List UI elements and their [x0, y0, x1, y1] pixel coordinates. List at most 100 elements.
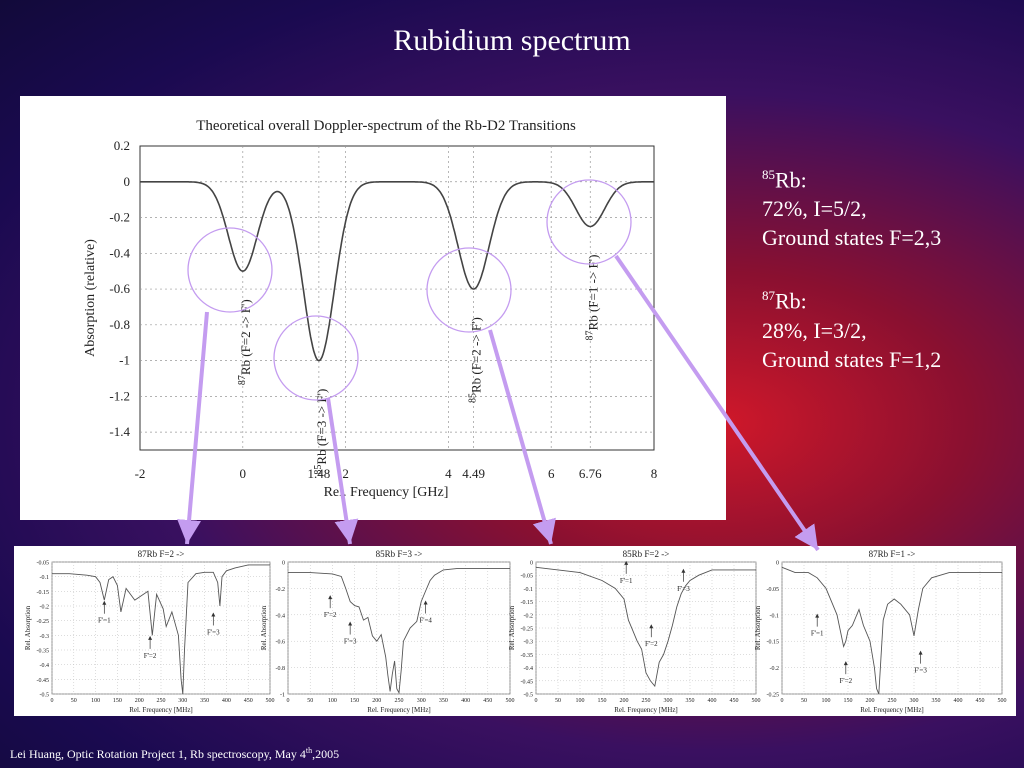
- mini-x-tick-label: 200: [135, 698, 144, 704]
- connector-arrow: [488, 329, 556, 545]
- transition-isotope: 87: [237, 375, 248, 385]
- mini-x-axis-label: Rel. Frequency [MHz]: [367, 706, 431, 714]
- connector-arrow: [326, 397, 359, 545]
- mini-y-tick-label: -0.25: [767, 693, 780, 699]
- y-tick-label: -1.4: [109, 424, 130, 439]
- hyperfine-charts-strip: 87Rb F=2 -> -0.05 -0.1 -0.15 -0.2 -0.25 -0.3 -0…: [14, 546, 1016, 716]
- mini-x-tick-label: 50: [307, 698, 313, 704]
- rb87-abundance: 28%, I=3/2,: [762, 317, 867, 343]
- mini-y-tick-label: -0.35: [521, 653, 534, 659]
- x-axis-label: Rel. Frequency [GHz]: [324, 485, 449, 500]
- transition-isotope: 87: [584, 330, 595, 340]
- transition-name: Rb (F=2 -> F'): [238, 299, 253, 375]
- mini-x-tick-label: 200: [866, 698, 875, 704]
- mini-spectrum-line: [288, 568, 510, 695]
- annotation-arrowhead: [843, 661, 848, 666]
- annotation-label: F'=2: [839, 677, 852, 685]
- mini-y-tick-label: -0.5: [524, 693, 534, 699]
- mini-y-tick-label: -0.15: [37, 590, 50, 596]
- mini-x-tick-label: 300: [664, 698, 673, 704]
- x-tick-label: -2: [135, 466, 146, 481]
- rb85-abundance: 72%, I=5/2,: [762, 196, 867, 222]
- mini-x-tick-label: 50: [555, 698, 561, 704]
- highlight-circle: [426, 247, 512, 333]
- rb87-label: Rb:: [775, 288, 807, 314]
- mini-spectrum-line: [535, 566, 756, 688]
- mini-chart-title: 85Rb F=3 ->: [376, 549, 423, 559]
- annotation-arrowhead: [649, 624, 654, 629]
- mini-y-tick-label: -0.6: [276, 640, 286, 646]
- mini-x-tick-label: 50: [71, 698, 77, 704]
- annotation-arrowhead: [681, 568, 686, 573]
- mini-x-tick-label: 100: [576, 698, 585, 704]
- transition-label: 87Rb (F=2 -> F'): [237, 299, 253, 385]
- annotation-arrowhead: [624, 560, 629, 565]
- mini-x-tick-label: 350: [686, 698, 695, 704]
- main-chart-panel: Theoretical overall Doppler-spectrum of …: [20, 96, 726, 520]
- mini-x-tick-label: 50: [801, 698, 807, 704]
- transition-label: 87Rb (F=1 -> F'): [584, 255, 600, 341]
- y-tick-label: 0: [124, 174, 131, 189]
- annotation-label: F'=1: [811, 630, 824, 638]
- rb85-heading: 85Rb:: [762, 160, 941, 194]
- mini-y-tick-label: -0.15: [767, 640, 780, 646]
- transition-isotope: 85: [313, 465, 324, 475]
- connector-arrow: [614, 254, 820, 552]
- rb87-mass: 87: [762, 288, 775, 304]
- mini-x-tick-label: 150: [598, 698, 607, 704]
- mini-x-tick-label: 450: [730, 698, 739, 704]
- x-tick-label: 0: [240, 466, 247, 481]
- x-tick-label: 4: [445, 466, 452, 481]
- x-tick-label: 8: [651, 466, 658, 481]
- mini-x-tick-label: 400: [461, 698, 470, 704]
- mini-x-tick-label: 300: [178, 698, 187, 704]
- mini-x-tick-label: 450: [244, 698, 253, 704]
- transition-name: Rb (F=3 -> F'): [314, 389, 329, 465]
- mini-y-tick-label: 0: [776, 561, 779, 567]
- mini-chart-title: 85Rb F=2 ->: [623, 549, 670, 559]
- mini-y-tick-label: -0.1: [770, 613, 780, 619]
- y-tick-label: 0.2: [114, 138, 130, 153]
- mini-y-axis-label: Rel. Absorption: [260, 605, 268, 650]
- mini-spectrum-line: [781, 566, 1002, 695]
- mini-x-tick-label: 500: [998, 698, 1007, 704]
- footer: Lei Huang, Optic Rotation Project 1, Rb …: [10, 746, 339, 762]
- mini-y-tick-label: -0.4: [276, 613, 286, 619]
- mini-x-tick-label: 350: [200, 698, 209, 704]
- mini-x-tick-label: 250: [642, 698, 651, 704]
- rb85-label: Rb:: [775, 167, 807, 193]
- mini-y-axis-label: Rel. Absorption: [754, 605, 762, 650]
- mini-x-tick-label: 150: [113, 698, 122, 704]
- mini-y-axis-label: Rel. Absorption: [508, 605, 516, 650]
- mini-x-tick-label: 0: [51, 698, 54, 704]
- transition-label: 85Rb (F=3 -> F'): [313, 389, 329, 475]
- mini-x-tick-label: 400: [222, 698, 231, 704]
- mini-y-axis-label: Rel. Absorption: [24, 605, 32, 650]
- mini-y-tick-label: -0.35: [37, 649, 50, 655]
- transition-isotope: 85: [468, 393, 479, 403]
- highlight-circle: [273, 315, 359, 401]
- highlight-circle: [187, 227, 273, 313]
- mini-y-tick-label: -0.4: [524, 666, 534, 672]
- annotation-label: F'=3: [677, 585, 690, 593]
- slide-title: Rubidium spectrum: [393, 24, 631, 57]
- y-tick-label: -1: [119, 353, 130, 368]
- highlight-circle: [546, 179, 632, 265]
- mini-y-tick-label: 0: [530, 561, 533, 567]
- mini-x-tick-label: 250: [157, 698, 166, 704]
- annotation-label: F'=3: [914, 667, 927, 675]
- annotation-label: F'=3: [344, 638, 357, 646]
- x-tick-label: 2: [342, 466, 349, 481]
- mini-y-tick-label: -0.1: [40, 575, 50, 581]
- mini-x-tick-label: 300: [910, 698, 919, 704]
- mini-y-tick-label: -0.8: [276, 666, 286, 672]
- footer-sup: th: [305, 746, 313, 755]
- mini-x-tick-label: 250: [888, 698, 897, 704]
- annotation-arrowhead: [148, 635, 153, 640]
- x-tick-label: 1.48: [307, 466, 330, 481]
- mini-x-tick-label: 250: [395, 698, 404, 704]
- mini-x-axis-label: Rel. Frequency [MHz]: [614, 706, 678, 714]
- rb87-ground-states: Ground states F=1,2: [762, 346, 942, 372]
- mini-y-tick-label: -0.2: [524, 613, 534, 619]
- mini-x-tick-label: 100: [91, 698, 100, 704]
